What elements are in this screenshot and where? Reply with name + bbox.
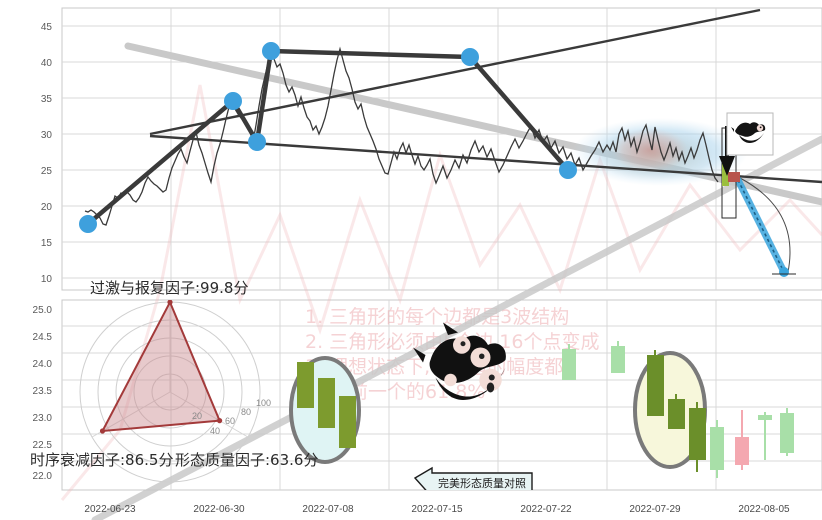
ytick-35: 35 (41, 94, 53, 105)
factor-label-top: 过激与报复因子:99.8分 (90, 279, 248, 297)
projection-arc (739, 177, 791, 273)
callout-label: 完美形态质量对照 (438, 476, 526, 490)
ytick-22-5: 22.5 (33, 440, 53, 451)
ytick-23-5: 23.5 (33, 386, 53, 397)
projection-endpoint (779, 267, 789, 277)
candle-body (611, 346, 625, 373)
ytick-24-0: 24.0 (33, 359, 53, 370)
crow-sticker-center (413, 322, 506, 400)
projection-line-core (737, 179, 785, 273)
xtick-1: 2022-06-30 (193, 504, 245, 515)
ytick-25-0: 25.0 (33, 305, 53, 316)
ytick-15: 15 (41, 238, 53, 249)
pale-candle-group-right (710, 408, 794, 478)
factor-label-bottom-right: 形态质量因子:63.6分 (175, 451, 318, 469)
watermark-line-1: 1. 三角形的每个边都是3波结构 (305, 306, 569, 328)
factor-label-bottom-left: 时序衰减因子:86.5分 (30, 451, 173, 469)
xtick-0: 2022-06-23 (84, 504, 136, 515)
pivot-points (79, 42, 577, 233)
radar-area (100, 300, 222, 433)
candle-body (668, 399, 685, 429)
candle-body (318, 378, 335, 428)
crow-sticker-top (731, 122, 766, 143)
crow-sticker-box (726, 112, 774, 156)
radar-tick-100: 100 (256, 398, 271, 408)
ytick-22-0: 22.0 (33, 471, 53, 482)
xtick-2: 2022-07-08 (302, 504, 354, 515)
price-y-axis: 45 40 35 30 25 20 15 10 (41, 22, 53, 285)
consolidation-ellipse-red (612, 128, 688, 172)
ghost-trendline-rising (91, 135, 822, 520)
left-candle-group (297, 362, 356, 448)
radar-tick-80: 80 (241, 407, 251, 417)
ghost-trendlines (124, 42, 822, 206)
candle-body (562, 349, 576, 380)
ytick-45: 45 (41, 22, 53, 33)
ytick-40: 40 (41, 58, 53, 69)
xtick-3: 2022-07-15 (411, 504, 463, 515)
factor-radar: 20 40 60 80 100 (79, 300, 271, 483)
entry-marker (722, 162, 729, 186)
ytick-24-5: 24.5 (33, 332, 53, 343)
candle-body (647, 355, 664, 416)
xtick-4: 2022-07-22 (520, 504, 572, 515)
x-axis: 2022-06-23 2022-06-30 2022-07-08 2022-07… (84, 504, 790, 515)
candle-body (339, 396, 356, 448)
xtick-5: 2022-07-29 (629, 504, 681, 515)
right-candle-group (647, 350, 706, 472)
candle-body (297, 362, 314, 408)
xtick-6: 2022-08-05 (738, 504, 790, 515)
price-line (84, 46, 719, 226)
trendline-upper (149, 8, 761, 136)
score-panel-content: 20 40 60 80 100 (79, 300, 794, 497)
price-panel-content (79, 8, 822, 277)
pale-candle-group-left (562, 341, 625, 380)
radar-tick-40: 40 (210, 426, 220, 436)
watermark-line-4: 是前一个的61.8% (330, 381, 485, 403)
callout-perfect-quality[interactable]: 完美形态质量对照 (413, 466, 533, 497)
breakdown-marker (728, 172, 740, 182)
ytick-20: 20 (41, 202, 53, 213)
radar-tick-20: 20 (192, 411, 202, 421)
ytick-25: 25 (41, 166, 53, 177)
radar-factor-labels: 过激与报复因子:99.8分 时序衰减因子:86.5分 形态质量因子:63.6分 (30, 279, 318, 469)
score-y-axis: 25.0 24.5 24.0 23.5 23.0 22.5 22.0 (33, 305, 53, 482)
ytick-30: 30 (41, 130, 53, 141)
radar-tick-60: 60 (225, 416, 235, 426)
ytick-23-0: 23.0 (33, 413, 53, 424)
ytick-10: 10 (41, 274, 53, 285)
